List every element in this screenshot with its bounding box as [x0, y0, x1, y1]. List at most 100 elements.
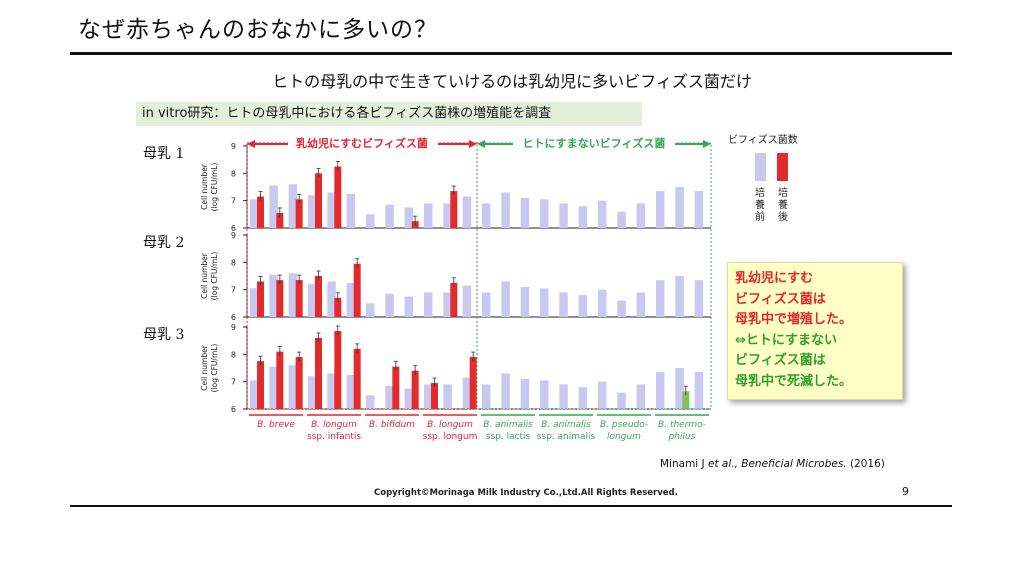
- bar-before: [250, 380, 259, 409]
- citation-authors: Minami J: [660, 458, 708, 470]
- bar-before: [404, 207, 414, 228]
- y-axis-label: (log CFU/mL): [210, 163, 219, 212]
- legend-label-before: 前: [755, 210, 765, 223]
- bar-before: [540, 199, 549, 228]
- bar-before: [675, 187, 684, 228]
- conclusion-callout: 乳幼児にすむ ビフィズス菌は 母乳中で増殖した。 ⇔ヒトにすまない ビフィズス菌…: [727, 262, 903, 400]
- bar-before: [501, 281, 510, 317]
- bar-after: [295, 199, 303, 228]
- bar-before: [559, 384, 568, 409]
- bar-before: [559, 292, 568, 317]
- y-tick-label: 8: [231, 350, 236, 359]
- bar-before: [694, 280, 704, 317]
- bar-after: [295, 357, 303, 409]
- bar-before: [617, 300, 626, 317]
- y-tick-label: 6: [231, 313, 236, 322]
- callout-line: 乳幼児にすむ: [735, 271, 814, 286]
- bar-after: [450, 191, 458, 228]
- bar-before: [656, 280, 665, 317]
- bar-before: [385, 293, 394, 317]
- legend-label-after: 養: [778, 198, 788, 211]
- bar-before: [327, 281, 336, 317]
- species-sublabel: philus: [668, 432, 696, 442]
- bar-before: [694, 372, 704, 409]
- bar-before: [288, 273, 298, 317]
- bar-before: [346, 193, 356, 228]
- bar-before: [327, 373, 336, 409]
- bar-before: [385, 204, 394, 228]
- bar-before: [424, 384, 433, 409]
- callout-line: ビフィズス菌は: [735, 353, 826, 368]
- arrow-nonhuman-head-left: [477, 140, 485, 148]
- species-label: B. longum: [311, 420, 357, 430]
- bar-before: [636, 384, 646, 409]
- bar-before: [366, 303, 375, 317]
- bar-before: [578, 387, 588, 409]
- callout-line: ビフィズス菌は: [735, 291, 826, 307]
- bar-before: [250, 288, 259, 317]
- bar-before: [598, 289, 607, 317]
- bar-before: [675, 276, 684, 317]
- bar-after: [682, 391, 690, 409]
- y-axis-label: Cell number: [200, 344, 209, 391]
- y-tick-label: 8: [231, 258, 236, 267]
- bar-before: [656, 372, 665, 409]
- arrow-nonhuman-head-right: [703, 140, 711, 148]
- bar-after: [257, 196, 264, 228]
- citation-journal: Beneficial Microbes.: [741, 458, 847, 470]
- y-tick-label: 6: [231, 224, 236, 233]
- y-tick-label: 7: [231, 286, 236, 295]
- bar-after: [353, 348, 361, 409]
- bar-before: [443, 384, 452, 409]
- legend-swatch-after: [777, 153, 788, 181]
- bar-before: [617, 392, 626, 409]
- bar-before: [308, 195, 317, 228]
- species-sublabel: ssp. animalis: [537, 432, 596, 442]
- legend-swatch-before: [755, 153, 766, 181]
- citation: Minami J et al., Beneficial Microbes. (2…: [660, 458, 885, 470]
- bar-before: [346, 282, 356, 317]
- bar-before: [636, 292, 646, 317]
- legend-label-before: 養: [755, 198, 765, 211]
- y-tick-label: 8: [231, 169, 236, 178]
- panel-label: 母乳 2: [143, 235, 184, 251]
- y-tick-label: 7: [231, 197, 236, 206]
- bar-before: [598, 200, 607, 228]
- copyright: Copyright©Morinaga Milk Industry Co.,Ltd…: [374, 488, 678, 498]
- bar-before: [424, 292, 433, 317]
- bar-before: [327, 192, 336, 228]
- callout-line: 母乳中で増殖した。: [735, 312, 853, 327]
- bar-after: [276, 280, 284, 317]
- y-tick-label: 7: [231, 378, 236, 387]
- bar-before: [482, 292, 491, 317]
- bar-before: [269, 366, 278, 409]
- bar-before: [443, 292, 452, 317]
- bar-before: [656, 191, 665, 228]
- arrow-infant-head-right: [469, 140, 477, 148]
- citation-year: (2016): [846, 458, 885, 470]
- bar-before: [462, 377, 472, 409]
- group-header-nonhuman: ヒトにすまないビフィズス菌: [523, 136, 666, 150]
- legend-label-after: 後: [778, 210, 788, 223]
- bar-after: [257, 281, 264, 317]
- callout-line: ⇔ヒトにすまない: [735, 332, 838, 348]
- bar-before: [520, 286, 530, 317]
- bar-before: [269, 274, 278, 317]
- bar-before: [404, 388, 414, 409]
- bar-before: [366, 214, 375, 228]
- group-header-infant: 乳幼児にすむビフィズス菌: [296, 136, 428, 150]
- bar-after: [276, 351, 284, 409]
- bar-before: [598, 381, 607, 409]
- bar-before: [385, 385, 394, 409]
- header-bg-nonhuman: [513, 135, 675, 151]
- panel-label: 母乳 3: [143, 327, 184, 343]
- y-axis-label: (log CFU/mL): [210, 344, 219, 393]
- bar-before: [540, 380, 549, 409]
- species-sublabel: ssp. longum: [423, 432, 478, 442]
- species-label: B. longum: [427, 420, 473, 430]
- bar-before: [462, 285, 472, 317]
- bar-before: [520, 197, 530, 228]
- bar-after: [334, 331, 342, 409]
